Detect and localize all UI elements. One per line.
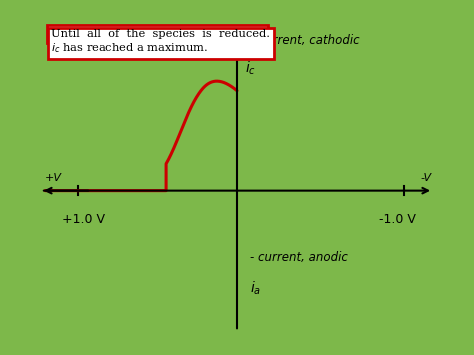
Text: Until  all  of  the  species  is  reduced.
$i_c$ has reached a maximum.: Until all of the species is reduced. $i_… [51,29,270,55]
Text: - current, anodic: - current, anodic [249,251,347,264]
Text: +1.0 V: +1.0 V [62,213,105,226]
Text: Until  all  of  the  species  is  reduced.: Until all of the species is reduced. [51,29,264,39]
Text: i$_c$: i$_c$ [246,60,256,77]
Text: + current, cathodic: + current, cathodic [246,34,360,47]
Text: i$_a$: i$_a$ [249,280,261,297]
Text: +V: +V [45,173,62,182]
Text: -1.0 V: -1.0 V [379,213,416,226]
Text: -V: -V [420,173,432,182]
